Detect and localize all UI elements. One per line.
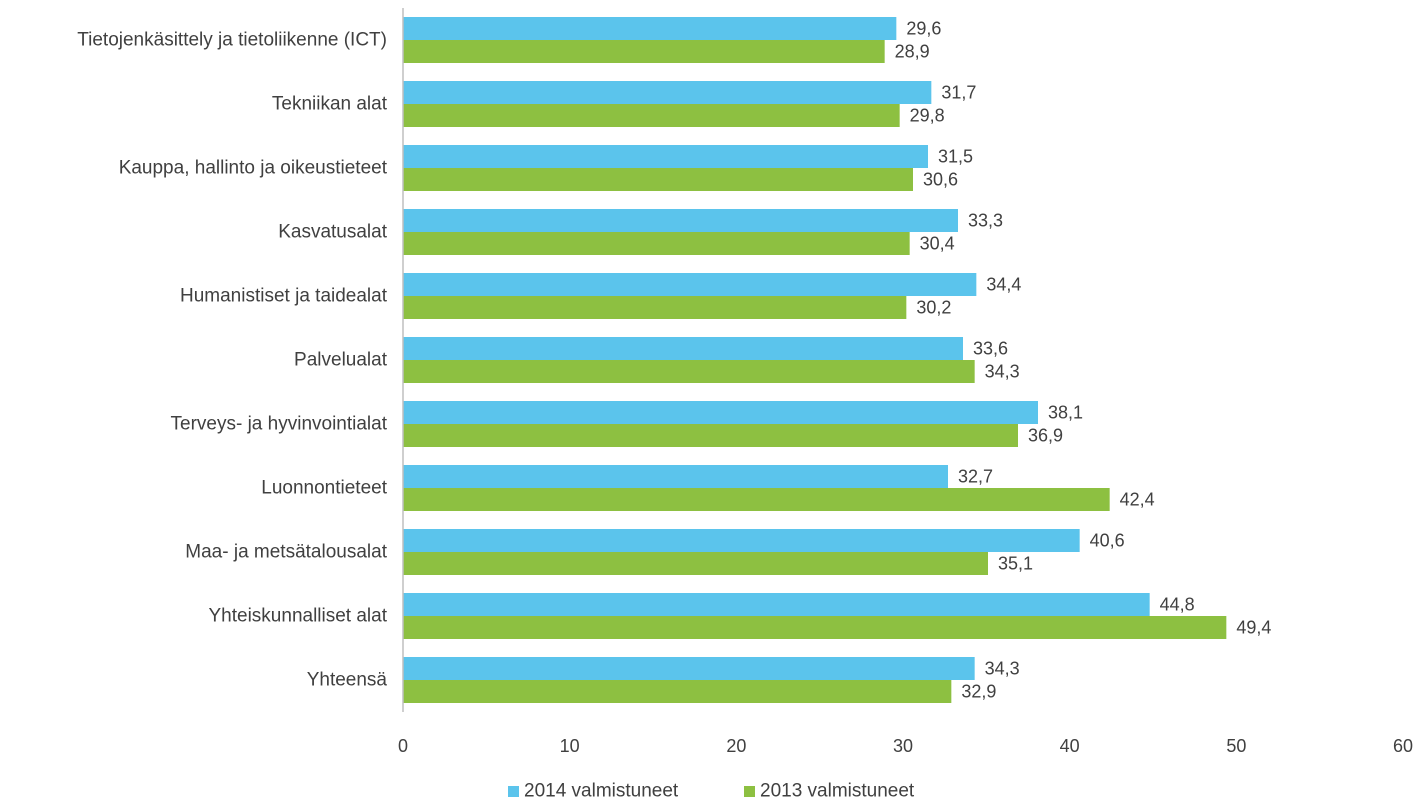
category-label: Tekniikan alat: [272, 94, 388, 115]
bar-series-1: [403, 657, 975, 680]
category-label: Yhteiskunnalliset alat: [209, 606, 388, 627]
legend-label: 2014 valmistuneet: [524, 781, 679, 802]
category-label: Kasvatusalat: [278, 222, 388, 243]
x-tick-label: 40: [1060, 736, 1080, 756]
bar-series-2: [403, 552, 988, 575]
data-label: 34,3: [985, 362, 1020, 382]
bar-series-2: [403, 424, 1018, 447]
bar-series-1: [403, 209, 958, 232]
data-label: 34,4: [986, 275, 1021, 295]
data-label: 40,6: [1090, 531, 1125, 551]
bar-series-2: [403, 616, 1227, 639]
bar-series-2: [403, 296, 907, 319]
bar-series-1: [403, 273, 977, 296]
data-label: 34,3: [985, 659, 1020, 679]
bar-series-2: [403, 232, 910, 255]
bar-series-1: [403, 401, 1038, 424]
legend-label: 2013 valmistuneet: [760, 781, 915, 802]
data-label: 30,6: [923, 170, 958, 190]
category-label: Maa- ja metsätalousalat: [185, 542, 387, 563]
x-tick-label: 20: [726, 736, 746, 756]
bar-series-2: [403, 104, 900, 127]
category-label: Terveys- ja hyvinvointialat: [171, 414, 388, 435]
data-label: 42,4: [1120, 490, 1155, 510]
data-label: 35,1: [998, 554, 1033, 574]
category-label: Palvelualat: [294, 350, 388, 371]
bar-series-1: [403, 81, 932, 104]
x-tick-label: 0: [398, 736, 408, 756]
bar-series-2: [403, 40, 885, 63]
bar-series-2: [403, 680, 952, 703]
x-axis-ticks: 0 10 20 30 40 50 60: [398, 736, 1413, 756]
data-label: 33,6: [973, 339, 1008, 359]
data-label: 29,6: [906, 19, 941, 39]
x-tick-label: 60: [1393, 736, 1413, 756]
data-label: 33,3: [968, 211, 1003, 231]
data-label: 44,8: [1160, 595, 1195, 615]
legend: 2014 valmistuneet 2013 valmistuneet: [508, 781, 915, 802]
legend-swatch: [508, 786, 519, 797]
x-tick-label: 10: [560, 736, 580, 756]
category-label: Humanistiset ja taidealat: [180, 286, 388, 307]
bar-series-1: [403, 593, 1150, 616]
data-label: 30,2: [916, 298, 951, 318]
data-label: 36,9: [1028, 426, 1063, 446]
category-label: Tietojenkäsittely ja tietoliikenne (ICT): [77, 30, 387, 51]
data-label: 28,9: [895, 42, 930, 62]
data-label: 29,8: [910, 106, 945, 126]
category-label: Luonnontieteet: [261, 478, 387, 499]
bar-series-2: [403, 168, 913, 191]
bar-series-1: [403, 145, 928, 168]
data-label: 32,7: [958, 467, 993, 487]
x-tick-label: 30: [893, 736, 913, 756]
category-label: Kauppa, hallinto ja oikeustieteet: [119, 158, 388, 179]
category-label: Yhteensä: [307, 670, 388, 691]
data-label: 32,9: [961, 682, 996, 702]
bar-series-1: [403, 529, 1080, 552]
bar-series-2: [403, 360, 975, 383]
bars-layer: [403, 17, 1227, 703]
legend-swatch: [744, 786, 755, 797]
bar-series-1: [403, 465, 948, 488]
data-label: 31,7: [941, 83, 976, 103]
data-label: 49,4: [1236, 618, 1271, 638]
data-label: 38,1: [1048, 403, 1083, 423]
bar-series-2: [403, 488, 1110, 511]
bar-series-1: [403, 337, 963, 360]
bar-series-1: [403, 17, 897, 40]
data-label: 30,4: [920, 234, 955, 254]
data-label: 31,5: [938, 147, 973, 167]
labels-layer: Tietojenkäsittely ja tietoliikenne (ICT)…: [77, 19, 1271, 702]
x-tick-label: 50: [1226, 736, 1246, 756]
